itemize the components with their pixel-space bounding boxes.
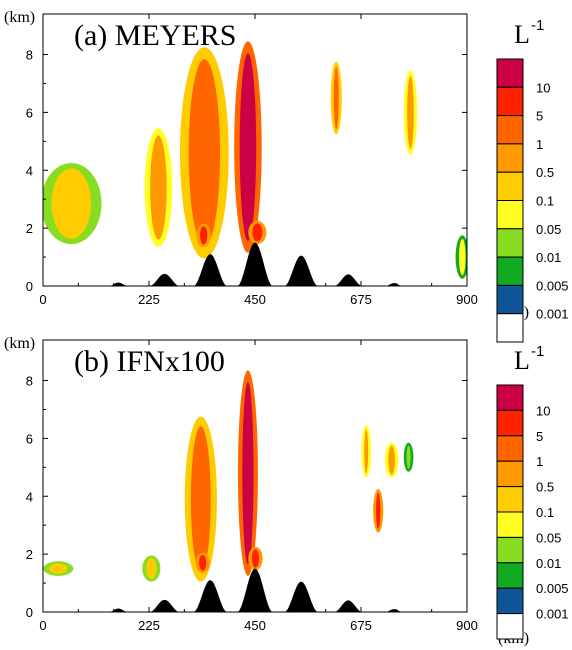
colorbar-swatch-4 bbox=[496, 171, 524, 201]
colorbar-label-7: 0.005 bbox=[536, 581, 569, 596]
x-tick-label-2: 450 bbox=[244, 292, 266, 307]
colorbar-swatch-8 bbox=[496, 587, 524, 615]
concentration-region-6 bbox=[407, 75, 414, 149]
concentration-region-6 bbox=[364, 429, 369, 474]
y-tick-label-3: 6 bbox=[26, 431, 33, 446]
y-tick-label-2: 4 bbox=[26, 163, 33, 178]
concentration-region-0 bbox=[51, 168, 92, 239]
y-tick-label-0: 0 bbox=[26, 605, 33, 620]
y-tick-label-0: 0 bbox=[26, 279, 33, 294]
terrain bbox=[43, 242, 467, 286]
x-tick-label-3: 675 bbox=[350, 292, 372, 307]
y-tick-label-4: 8 bbox=[26, 374, 33, 389]
y-tick-label-4: 8 bbox=[26, 48, 33, 63]
concentration-region-1 bbox=[150, 135, 167, 240]
colorbar-label-3: 0.5 bbox=[536, 165, 554, 180]
colorbar-label-7: 0.005 bbox=[536, 278, 569, 293]
colorbar-swatch-4 bbox=[496, 486, 524, 513]
colorbar-label-2: 1 bbox=[536, 454, 543, 469]
colorbar-swatch-2 bbox=[496, 115, 524, 145]
y-tick-label-1: 2 bbox=[26, 547, 33, 562]
colorbar-swatch-3 bbox=[496, 143, 524, 173]
colorbar-swatch-5 bbox=[496, 200, 524, 230]
concentration-region-1 bbox=[146, 558, 157, 580]
concentration-region-7 bbox=[376, 492, 381, 529]
colorbar-label-5: 0.05 bbox=[536, 222, 561, 237]
colorbar-label-1: 5 bbox=[536, 429, 543, 444]
concentration-region-7 bbox=[333, 66, 339, 130]
colorbar-label-2: 1 bbox=[536, 137, 543, 152]
data-layer bbox=[43, 41, 467, 286]
colorbar-swatch-7 bbox=[496, 256, 524, 286]
data-layer bbox=[43, 370, 467, 612]
panel-title: (a) MEYERS bbox=[74, 19, 236, 52]
y-axis-label: (km) bbox=[4, 335, 35, 352]
x-tick-label-4: 900 bbox=[456, 292, 478, 307]
concentration-region-2 bbox=[188, 59, 221, 247]
colorbar-label-8: 0.001 bbox=[536, 307, 569, 322]
concentration-region-9 bbox=[406, 445, 411, 469]
x-tick-label-0: 0 bbox=[39, 292, 46, 307]
concentration-region-3 bbox=[199, 554, 207, 571]
colorbar-swatch-2 bbox=[496, 435, 524, 462]
colorbar-label-5: 0.05 bbox=[536, 530, 561, 545]
concentration-region-4 bbox=[242, 381, 254, 565]
concentration-region-3 bbox=[200, 226, 208, 245]
colorbar-swatch-6 bbox=[496, 228, 524, 258]
x-tick-label-1: 225 bbox=[138, 292, 160, 307]
colorbar-unit-exponent: -1 bbox=[531, 343, 544, 360]
colorbar-label-0: 10 bbox=[536, 80, 550, 95]
colorbar-label-3: 0.5 bbox=[536, 480, 554, 495]
colorbar-swatch-0 bbox=[496, 384, 524, 411]
colorbar-swatch-9 bbox=[496, 613, 524, 640]
x-tick-label-1: 225 bbox=[138, 618, 160, 633]
concentration-region-5 bbox=[251, 549, 260, 568]
y-tick-label-1: 2 bbox=[26, 221, 33, 236]
x-tick-label-3: 675 bbox=[350, 618, 372, 633]
x-tick-label-4: 900 bbox=[456, 618, 478, 633]
colorbar-label-4: 0.1 bbox=[536, 505, 554, 520]
colorbar-swatch-0 bbox=[496, 58, 524, 88]
concentration-region-8 bbox=[458, 238, 466, 276]
concentration-region-4 bbox=[239, 53, 257, 241]
colorbar-unit: L bbox=[514, 20, 530, 49]
x-tick-label-0: 0 bbox=[39, 618, 46, 633]
colorbar-swatch-1 bbox=[496, 86, 524, 117]
colorbar-label-6: 0.01 bbox=[536, 250, 561, 265]
colorbar-swatch-7 bbox=[496, 562, 524, 589]
colorbar-label-8: 0.001 bbox=[536, 607, 569, 622]
concentration-region-0 bbox=[49, 563, 68, 574]
colorbar-unit: L bbox=[514, 346, 530, 375]
x-tick-label-2: 450 bbox=[244, 618, 266, 633]
terrain bbox=[43, 568, 467, 612]
concentration-region-5 bbox=[252, 223, 263, 242]
colorbar-label-4: 0.1 bbox=[536, 194, 554, 209]
y-axis-label: (km) bbox=[4, 9, 35, 26]
colorbar-unit-exponent: -1 bbox=[531, 17, 544, 34]
colorbar-label-6: 0.01 bbox=[536, 556, 561, 571]
concentration-region-2 bbox=[190, 426, 211, 573]
panel-title: (b) IFNx100 bbox=[74, 345, 225, 378]
colorbar-swatch-1 bbox=[496, 409, 524, 437]
y-tick-label-2: 4 bbox=[26, 489, 33, 504]
colorbar-swatch-3 bbox=[496, 460, 524, 488]
colorbar-label-1: 5 bbox=[536, 109, 543, 124]
y-tick-label-3: 6 bbox=[26, 105, 33, 120]
colorbar-swatch-9 bbox=[496, 313, 524, 343]
colorbar-swatch-5 bbox=[496, 511, 524, 538]
concentration-region-8 bbox=[388, 445, 395, 475]
colorbar-label-0: 10 bbox=[536, 403, 550, 418]
colorbar-swatch-6 bbox=[496, 536, 524, 564]
colorbar-swatch-8 bbox=[496, 284, 524, 315]
